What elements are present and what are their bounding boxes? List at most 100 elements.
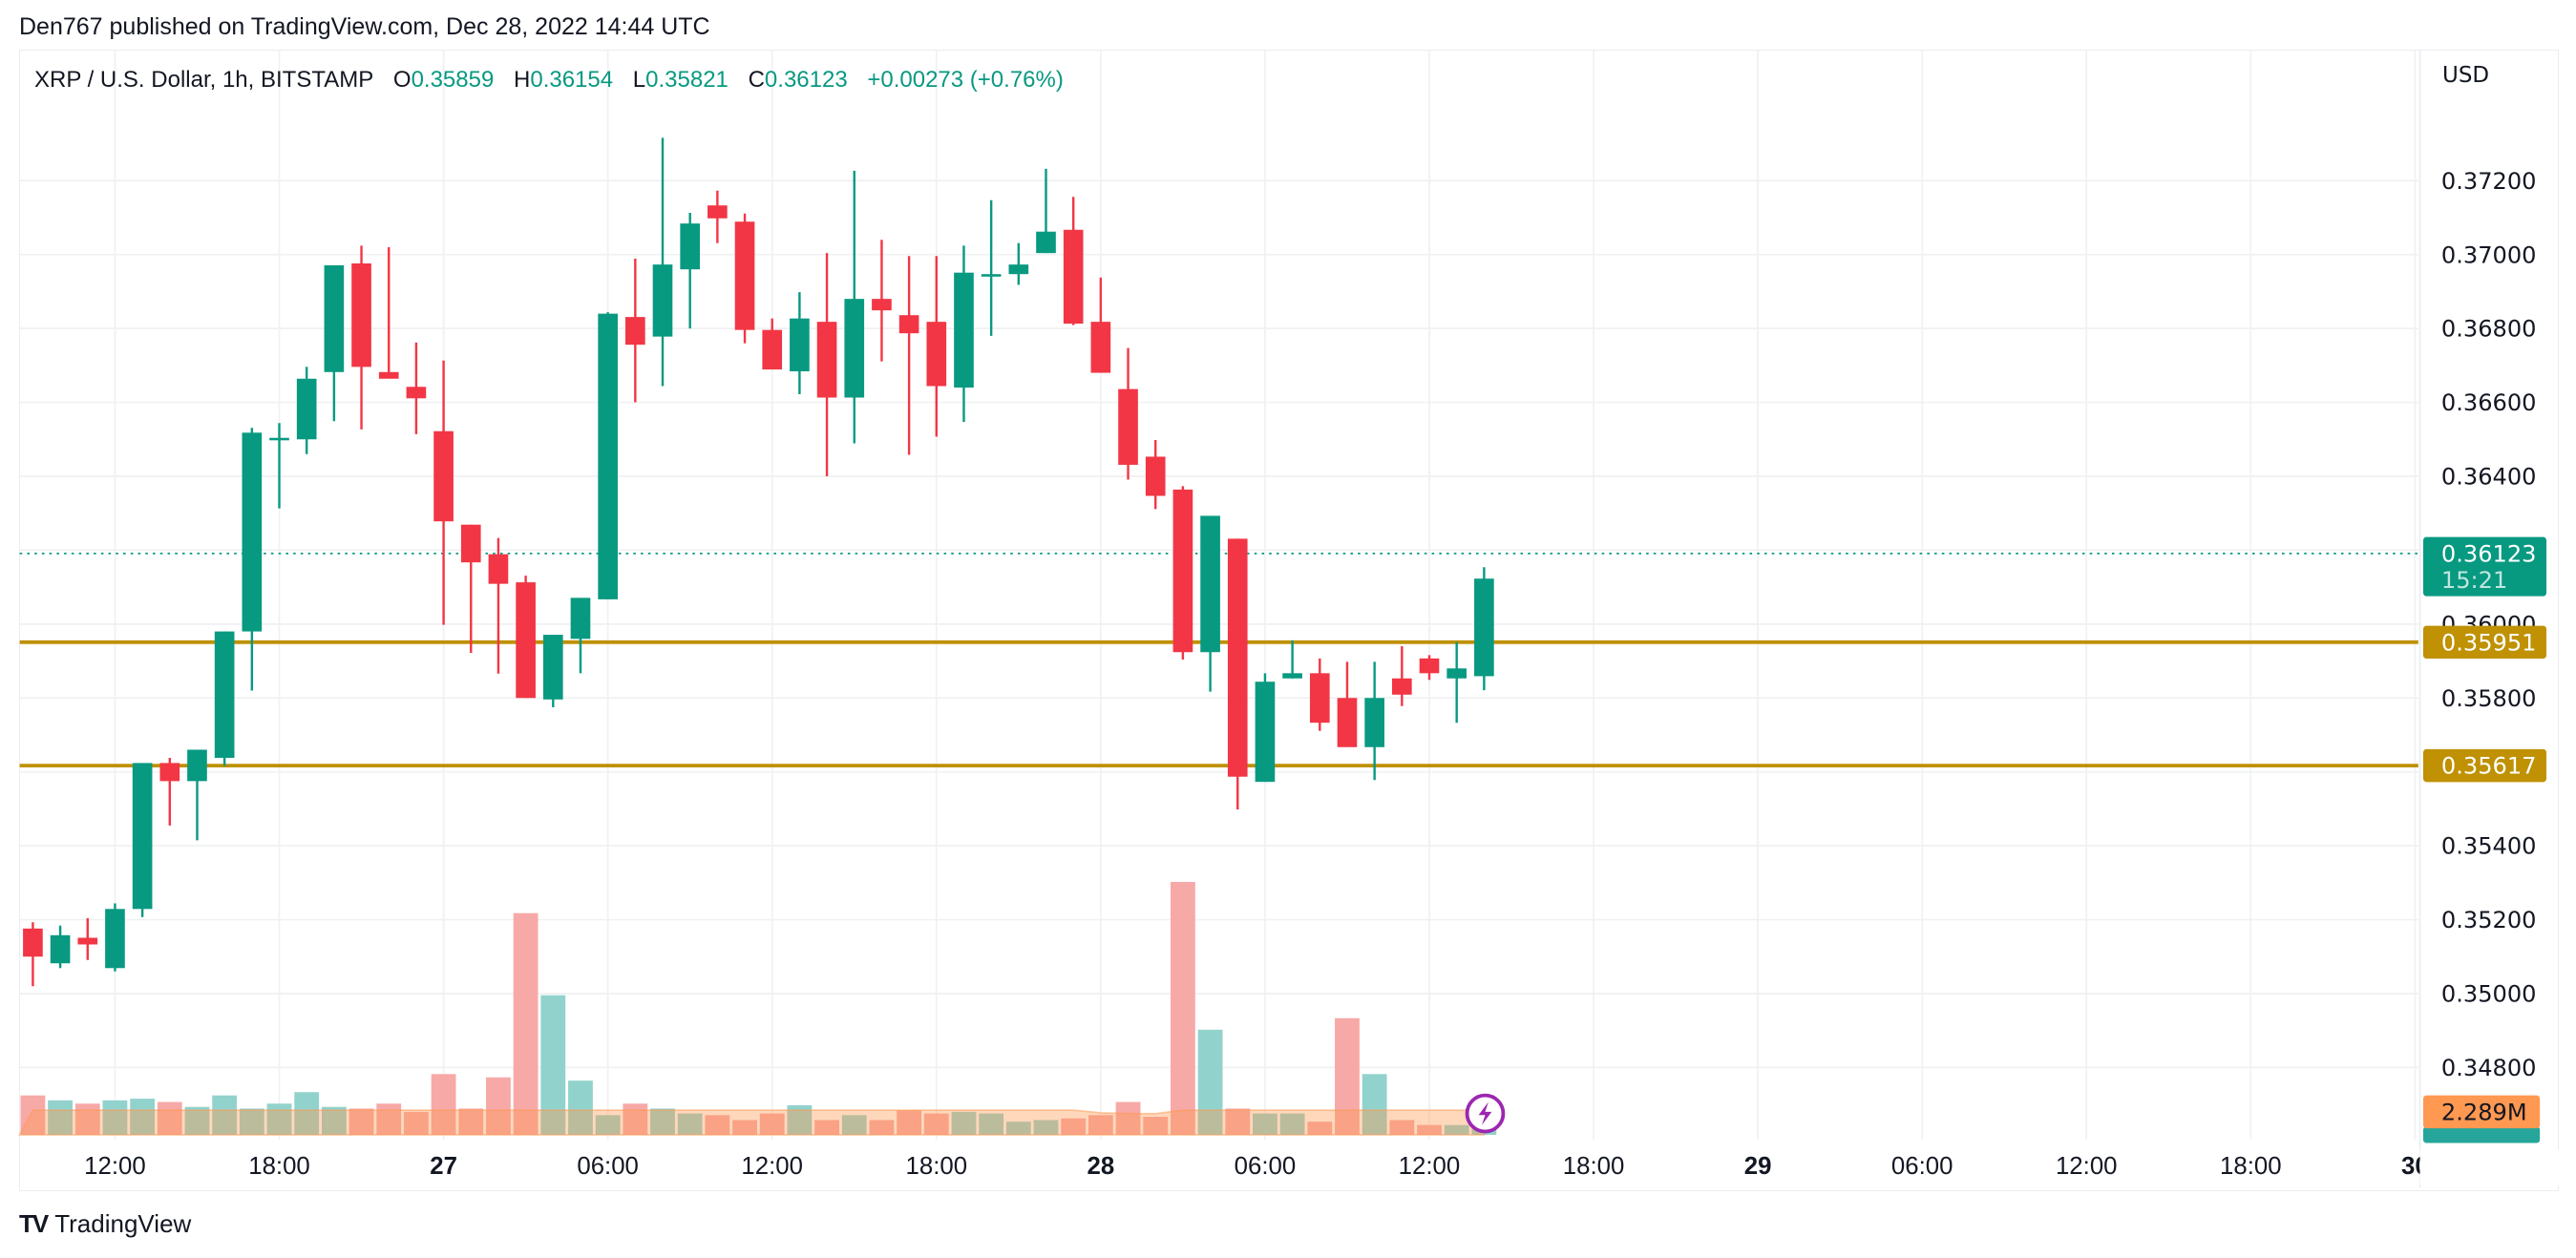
- low-value: 0.35821: [645, 67, 728, 93]
- price-tick: 0.37000: [2441, 241, 2537, 268]
- candle: [516, 582, 536, 699]
- volume-bar: [1061, 1118, 1087, 1135]
- price-tick: 0.36400: [2441, 464, 2537, 491]
- candle: [1145, 456, 1166, 496]
- time-axis[interactable]: 12:00 18:00 27 06:00 12:00 18:00 28 06:00 12:00 1…: [84, 1149, 2576, 1186]
- candle: [707, 205, 728, 219]
- open-label: O: [392, 67, 412, 93]
- candle: [406, 387, 427, 399]
- volume-bar: [20, 1095, 46, 1135]
- time-tick: 29: [1744, 1153, 1772, 1180]
- candle: [1036, 231, 1056, 254]
- volume-bar: [650, 1108, 675, 1135]
- volume-bar: [130, 1099, 156, 1135]
- volume-bar: [48, 1100, 73, 1135]
- time-tick: 27: [430, 1153, 457, 1180]
- volume-bar: [1362, 1074, 1387, 1135]
- volume-bar: [1170, 881, 1195, 1135]
- svg-text:0.36123: 0.36123: [2441, 540, 2537, 567]
- candle: [762, 329, 783, 370]
- currency-label[interactable]: USD: [2442, 63, 2490, 88]
- volume-bar: [1115, 1101, 1141, 1135]
- low-label: L: [632, 67, 646, 93]
- volume-bar: [431, 1074, 456, 1135]
- candle: [23, 928, 43, 957]
- horizontal-levels[interactable]: [19, 639, 2418, 768]
- price-tick: 0.36800: [2441, 316, 2537, 343]
- candle: [1309, 673, 1330, 723]
- candle: [816, 322, 837, 398]
- candle: [1008, 264, 1029, 275]
- candle: [1282, 673, 1302, 679]
- candle: [1200, 515, 1220, 653]
- lightning-icon[interactable]: [1465, 1093, 1506, 1134]
- time-tick: 28: [1087, 1153, 1114, 1180]
- candle: [460, 524, 481, 563]
- candle: [132, 763, 153, 910]
- high-label: H: [514, 67, 531, 93]
- volume-bar: [1033, 1120, 1059, 1135]
- volume-bar: [732, 1120, 757, 1135]
- time-tick: 18:00: [905, 1153, 967, 1180]
- candle: [105, 909, 125, 969]
- change-value: +0.00273 (+0.76%): [867, 67, 1064, 93]
- volume-bar: [102, 1100, 128, 1135]
- volume-bar: [814, 1120, 839, 1135]
- svg-text:2.289M: 2.289M: [2441, 1099, 2527, 1125]
- volume-bar: [897, 1110, 922, 1135]
- svg-text:0.35617: 0.35617: [2441, 753, 2537, 780]
- volume-bar: [1005, 1122, 1031, 1135]
- close-label: C: [748, 67, 765, 93]
- candle: [625, 317, 645, 346]
- symbol-legend[interactable]: XRP / U.S. Dollar, 1h, BITSTAMP O0.35859…: [34, 67, 1064, 94]
- candle: [1090, 322, 1111, 373]
- volume-bar: [677, 1113, 703, 1135]
- candle: [898, 315, 919, 334]
- volume-bar: [348, 1108, 374, 1135]
- time-tick: 12:00: [2056, 1153, 2118, 1180]
- svg-text:0.35951: 0.35951: [2441, 629, 2537, 656]
- candle: [187, 749, 207, 782]
- countdown: 15:21: [2441, 567, 2507, 594]
- price-axis[interactable]: 0.372000.370000.368000.366000.364000.362…: [2441, 168, 2537, 1081]
- volume-bar: [540, 995, 566, 1135]
- volume-bar: [157, 1101, 182, 1135]
- candle: [981, 274, 1002, 277]
- candle: [214, 631, 235, 758]
- candle: [296, 378, 317, 440]
- candle: [1255, 681, 1276, 783]
- candle: [570, 598, 591, 639]
- chart-grid: [19, 49, 2418, 1141]
- tradingview-logo[interactable]: TV TradingView: [19, 1209, 191, 1239]
- candle: [1474, 578, 1494, 677]
- volume-bar: [1417, 1124, 1442, 1135]
- volume-bar: [1087, 1115, 1113, 1135]
- price-tick: 0.35000: [2441, 981, 2537, 1008]
- candle: [652, 264, 673, 337]
- tradingview-brand: TradingView: [54, 1209, 192, 1238]
- high-value: 0.36154: [530, 67, 614, 93]
- volume-bar: [979, 1113, 1004, 1135]
- tradingview-logo-icon: TV: [19, 1209, 49, 1238]
- time-tick: 18:00: [1563, 1153, 1625, 1180]
- volume-bar: [513, 912, 538, 1135]
- volume-bar: [1307, 1122, 1333, 1135]
- candle: [926, 322, 947, 387]
- volume-bar: [869, 1120, 895, 1135]
- candle: [1063, 229, 1084, 325]
- time-tick: 12:00: [84, 1153, 146, 1180]
- time-tick: 18:00: [248, 1153, 310, 1180]
- candle: [159, 763, 180, 782]
- volume-bar: [595, 1115, 621, 1135]
- volume-bar: [705, 1115, 730, 1135]
- candle: [1364, 698, 1384, 747]
- candle: [734, 221, 755, 330]
- volume-bar: [266, 1103, 292, 1135]
- candle: [488, 554, 509, 584]
- volume-bar: [404, 1111, 429, 1135]
- last-price-tag: [2422, 536, 2547, 597]
- time-tick: 18:00: [2220, 1153, 2282, 1180]
- candle: [954, 272, 974, 388]
